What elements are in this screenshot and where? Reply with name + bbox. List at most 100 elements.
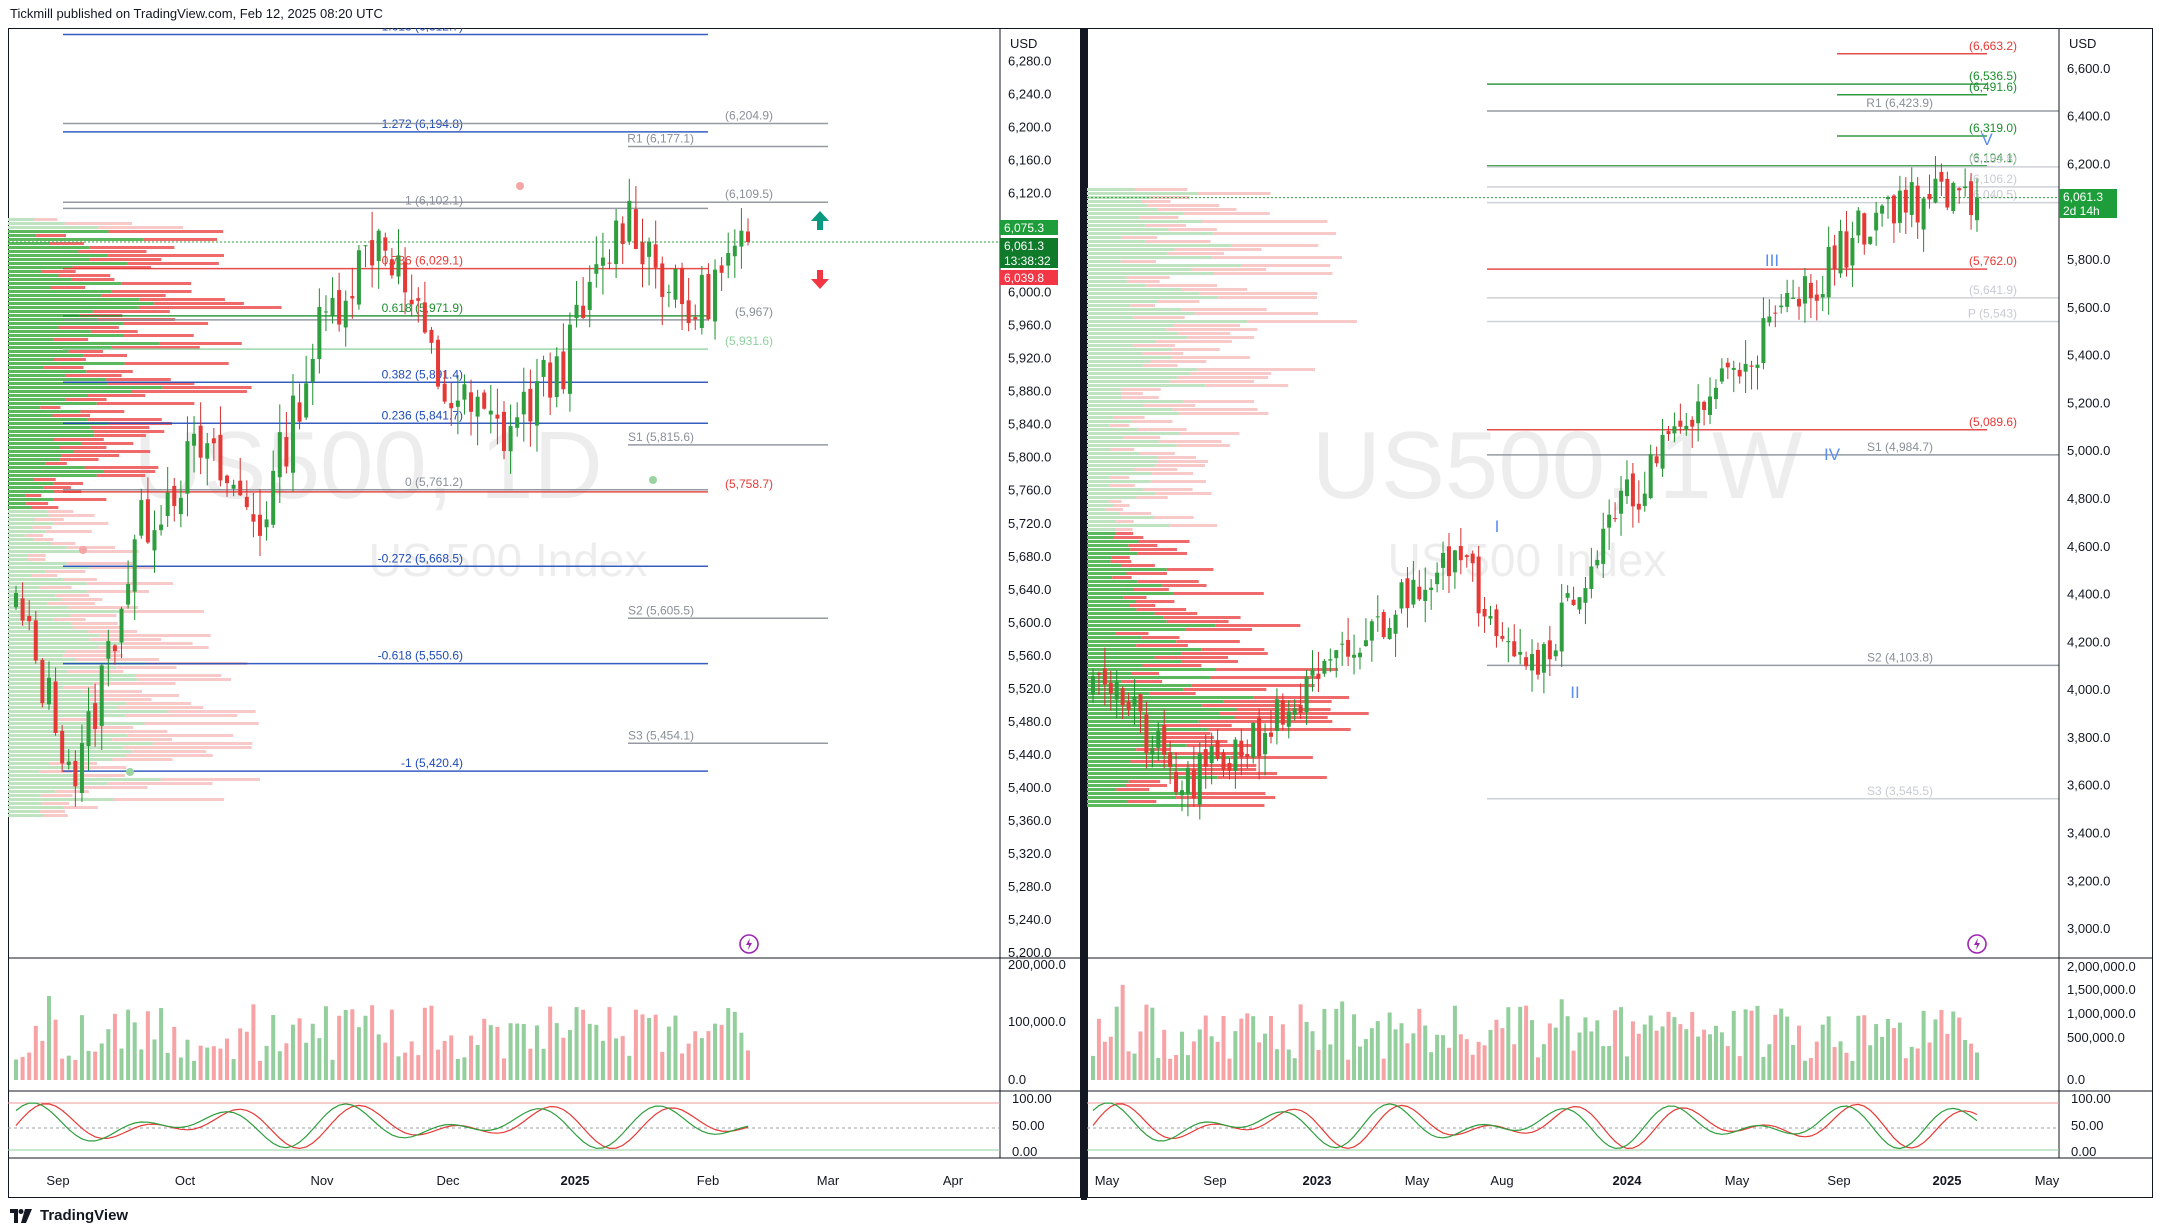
left-time-axis[interactable]: Sep Oct Nov Dec 2025 Feb Mar Apr <box>46 1173 963 1188</box>
footer-brand[interactable]: TradingView <box>40 1207 129 1224</box>
right-volume-bar <box>1381 1058 1386 1080</box>
right-candle-body <box>1725 362 1730 368</box>
right-volume-bar <box>1102 1041 1107 1080</box>
left-candle-body <box>732 245 737 257</box>
left-profile-bar-up <box>8 706 118 709</box>
left-profile-bar-down <box>25 494 42 497</box>
left-profile-bar-up <box>8 298 140 301</box>
left-volume-bar <box>488 1025 493 1080</box>
left-profile-bar-down <box>59 446 107 449</box>
right-candle-body <box>1215 740 1220 760</box>
right-volume-bar <box>1945 1033 1950 1080</box>
left-profile-bar-down <box>36 234 67 237</box>
right-level-label: P (5,543) <box>1968 306 2017 320</box>
right-volume-bar <box>1571 1050 1576 1080</box>
right-volume-bar <box>1897 1022 1902 1080</box>
right-price-tick-label: 4,400.0 <box>2067 587 2110 602</box>
right-osc-tick-label: 0.00 <box>2071 1144 2096 1159</box>
left-profile-bar-up <box>8 294 102 297</box>
right-price-tick-label: 5,200.0 <box>2067 395 2110 410</box>
left-volume-bar <box>192 1060 197 1080</box>
left-price-tick-label: 5,880.0 <box>1008 384 1051 399</box>
left-profile-bar-down <box>27 558 46 561</box>
right-volume-bar <box>1708 1034 1713 1080</box>
right-profile-bar-up <box>1087 552 1138 555</box>
right-candle-body <box>1696 401 1701 424</box>
right-candle-body <box>1251 722 1256 758</box>
right-profile-bar-down <box>1128 544 1158 547</box>
left-profile-bar-down <box>45 462 67 465</box>
left-candle-body <box>231 484 236 489</box>
left-price-tick-label: 6,160.0 <box>1008 153 1051 168</box>
right-level-label: S2 (4,103.8) <box>1867 650 1933 664</box>
left-candle-body <box>323 311 328 313</box>
left-volume-bar <box>185 1039 190 1080</box>
left-candle-body <box>422 302 427 333</box>
right-candle-body <box>1132 696 1137 707</box>
left-volume-bar <box>40 1040 45 1080</box>
right-volume-bar <box>1334 1008 1339 1080</box>
right-profile-bar-down <box>1130 760 1173 763</box>
right-time-tick-label: Aug <box>1490 1173 1513 1188</box>
right-profile-bar-down <box>1185 628 1253 631</box>
right-volume-bar <box>1684 1029 1689 1080</box>
left-volume-bar <box>587 1023 592 1080</box>
left-profile-bar-up <box>8 670 68 673</box>
right-profile-bar-up <box>1087 544 1129 547</box>
left-candle-body <box>244 496 249 508</box>
left-profile-bar-up <box>8 346 112 349</box>
right-chart[interactable]: US500, 1W US 500 Index (6,663.2) (6,536.5… <box>1087 28 2153 1198</box>
left-price-axis[interactable]: 6,280.06,240.06,200.06,160.06,120.06,080… <box>1008 54 1051 960</box>
right-profile-bar-up <box>1087 772 1174 775</box>
right-volume-bar <box>1844 1052 1849 1080</box>
right-volume-bar <box>1969 1043 1974 1080</box>
left-profile-bar-up <box>8 334 124 337</box>
right-profile-bar-up <box>1087 368 1198 371</box>
left-profile-bar-down <box>71 622 118 625</box>
left-candle-body <box>389 259 394 276</box>
footer: TradingView <box>0 1200 2161 1232</box>
right-level-label: (6,536.5) <box>1969 69 2017 83</box>
left-volume-bar <box>429 1005 434 1080</box>
left-profile-bar-up <box>8 802 43 805</box>
right-candle-body <box>1814 294 1819 301</box>
right-candle-body <box>1274 699 1279 732</box>
left-candle-body <box>528 388 533 422</box>
right-volume-bar <box>1352 1014 1357 1080</box>
right-volume-bar <box>1215 1041 1220 1080</box>
left-profile-bar-up <box>8 322 124 325</box>
right-candle-body <box>1553 650 1558 657</box>
right-candle-body <box>1221 752 1226 770</box>
left-profile-bar-down <box>32 526 52 529</box>
left-candle-body <box>310 358 315 382</box>
left-volume-bar <box>376 1034 381 1080</box>
right-profile-bar-down <box>1230 244 1319 247</box>
left-volume-tick-label: 200,000.0 <box>1008 957 1066 972</box>
right-volume-bar <box>1138 1031 1143 1080</box>
left-profile-bar-up <box>8 234 37 237</box>
right-profile-bar-down <box>1194 792 1266 795</box>
right-profile-bar-down <box>1136 496 1168 499</box>
left-profile-bar-up <box>8 522 54 525</box>
right-candle-body <box>1257 717 1262 757</box>
left-lightning-icon[interactable] <box>739 934 759 954</box>
right-time-axis[interactable]: May Sep 2023 May Aug 2024 May Sep 2025 May <box>1095 1173 2060 1188</box>
left-profile-bar-up <box>8 366 44 369</box>
right-volume-bar <box>1156 1058 1161 1080</box>
right-candle-body <box>1191 769 1196 799</box>
right-profile-bar-up <box>1087 756 1231 759</box>
right-profile-bar-up <box>1087 548 1131 551</box>
left-volume-tick-label: 100,000.0 <box>1008 1014 1066 1029</box>
left-profile-bar-down <box>94 694 179 697</box>
left-level-label: S3 (5,454.1) <box>628 728 694 742</box>
left-chart[interactable]: US500, 1D US 500 Index 1.618 (6,312.7)1.… <box>8 28 1081 1198</box>
left-profile-bar-up <box>8 690 83 693</box>
right-lightning-icon[interactable] <box>1967 934 1987 954</box>
right-volume-bar <box>1091 1055 1095 1080</box>
right-profile-bar-down <box>1121 392 1143 395</box>
left-candle-body <box>304 383 309 418</box>
right-profile-bar-down <box>1121 680 1163 683</box>
left-price-tick-label: 6,120.0 <box>1008 186 1051 201</box>
right-profile-bar-up <box>1087 704 1203 707</box>
right-profile-bar-up <box>1087 188 1135 191</box>
